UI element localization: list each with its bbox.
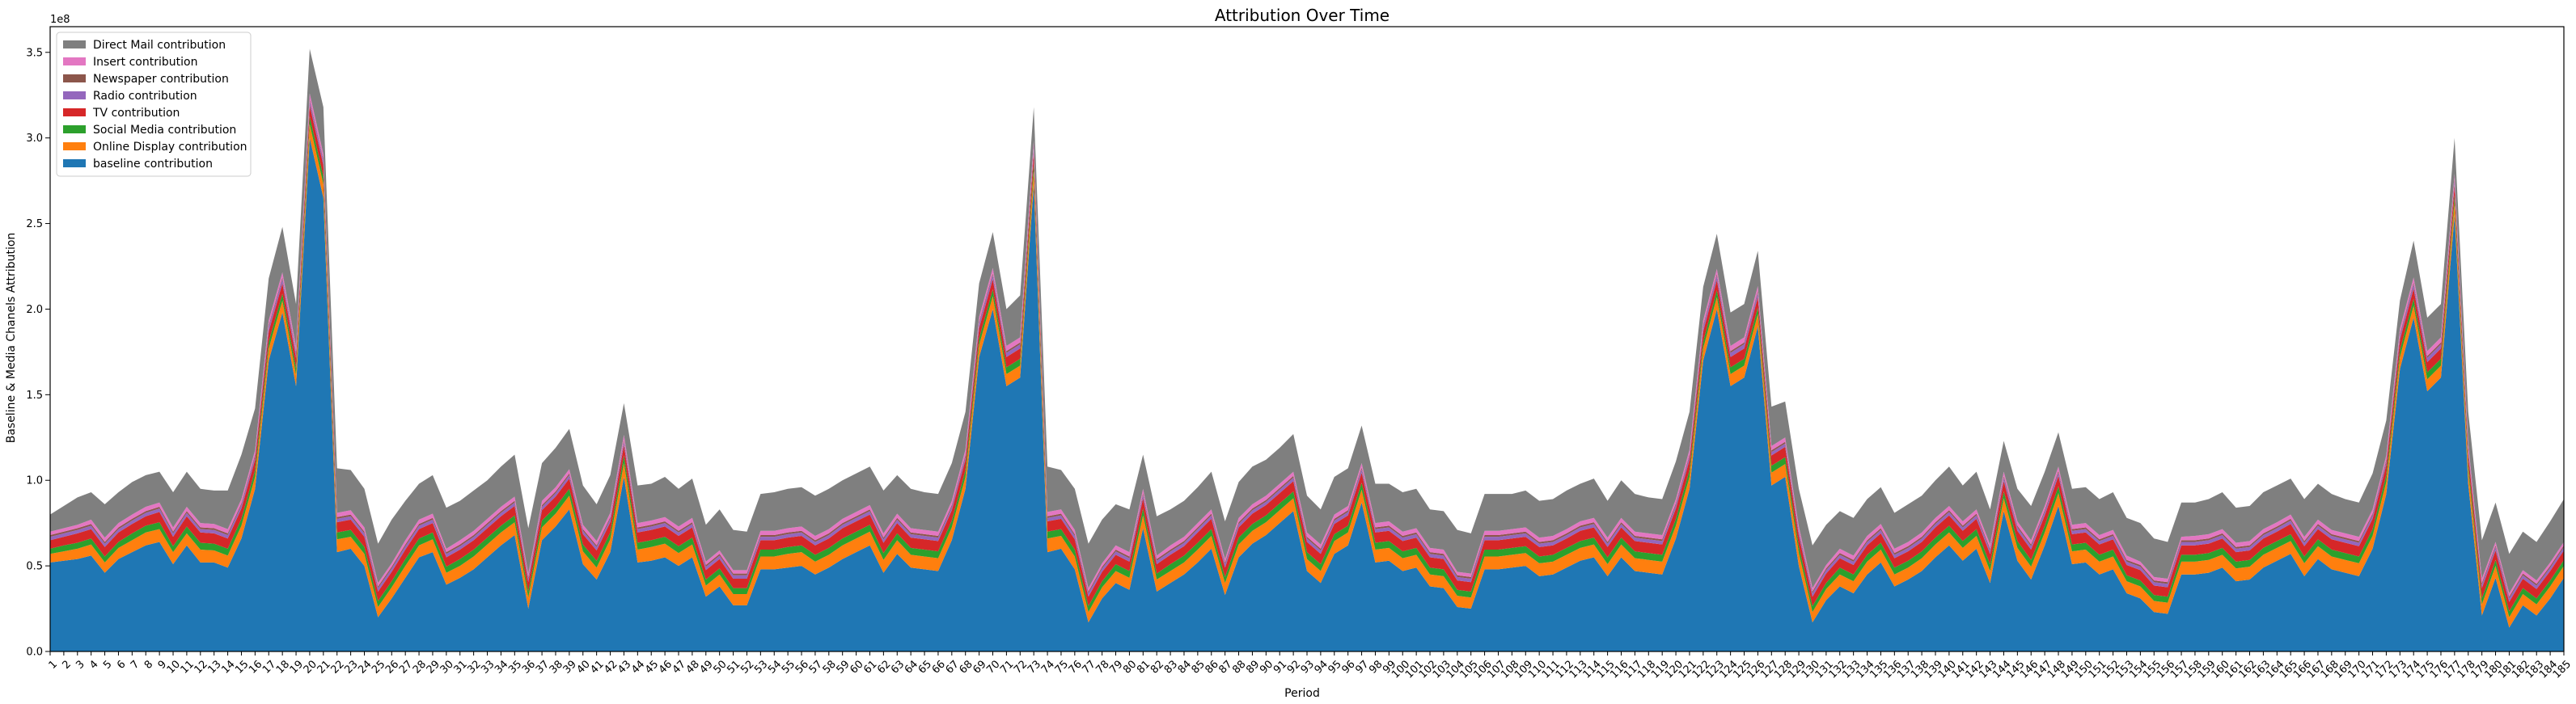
stacked-areas bbox=[50, 48, 2564, 651]
legend-swatch bbox=[63, 159, 86, 167]
y-tick-label: 3.5 bbox=[26, 47, 43, 59]
x-axis-title: Period bbox=[1284, 687, 1320, 700]
y-axis-title: Baseline & Media Chanels Attribution bbox=[5, 233, 18, 444]
legend-label: Online Display contribution bbox=[93, 141, 247, 154]
legend-box bbox=[56, 32, 252, 177]
y-tick-label: 3.0 bbox=[26, 133, 43, 145]
y-tick-label: 2.5 bbox=[26, 218, 43, 230]
legend-swatch bbox=[63, 142, 86, 150]
y-axis: 0.0 0.5 1.0 1.5 2.0 2.5 3.0 3.5 bbox=[26, 47, 50, 659]
legend-swatch bbox=[63, 40, 86, 48]
y-tick-label: 0.0 bbox=[26, 647, 43, 659]
y-tick-label: 1.0 bbox=[26, 475, 43, 487]
legend-label: Insert contribution bbox=[93, 56, 197, 69]
legend-label: Social Media contribution bbox=[93, 124, 236, 137]
area-direct-mail-contribution bbox=[50, 48, 2564, 593]
legend-label: baseline contribution bbox=[93, 158, 213, 171]
legend-label: TV contribution bbox=[92, 107, 180, 120]
x-tick-label: 1 bbox=[47, 658, 60, 671]
x-tick-label: 8 bbox=[142, 658, 155, 671]
x-tick-label: 4 bbox=[87, 658, 100, 671]
legend-swatch bbox=[63, 57, 86, 65]
y-tick-label: 0.5 bbox=[26, 561, 43, 573]
x-tick-label: 6 bbox=[115, 658, 128, 671]
legend-label: Direct Mail contribution bbox=[93, 39, 226, 52]
plot-frame bbox=[49, 26, 2565, 652]
legend-swatch bbox=[63, 125, 86, 133]
x-tick-label: 5 bbox=[101, 658, 114, 671]
legend-label: Radio contribution bbox=[93, 90, 197, 103]
x-axis: 1 2 3 4 5 6 7 8 91011121314151617181920212223242… bbox=[47, 651, 2574, 681]
y-tick-label: 1.5 bbox=[26, 390, 43, 402]
x-tick-label: 3 bbox=[74, 658, 87, 671]
legend-swatch bbox=[63, 91, 86, 99]
y-offset-text: 1e8 bbox=[50, 14, 70, 26]
area-baseline-contribution bbox=[50, 137, 2564, 651]
legend: Direct Mail contribution Insert contribut… bbox=[56, 32, 252, 177]
chart-title: Attribution Over Time bbox=[1215, 6, 1390, 25]
y-tick-label: 2.0 bbox=[26, 304, 43, 316]
legend-swatch bbox=[63, 74, 86, 82]
legend-swatch bbox=[63, 108, 86, 116]
x-tick-label: 7 bbox=[129, 658, 142, 671]
x-tick-label: 2 bbox=[60, 658, 73, 671]
legend-label: Newspaper contribution bbox=[93, 73, 229, 86]
